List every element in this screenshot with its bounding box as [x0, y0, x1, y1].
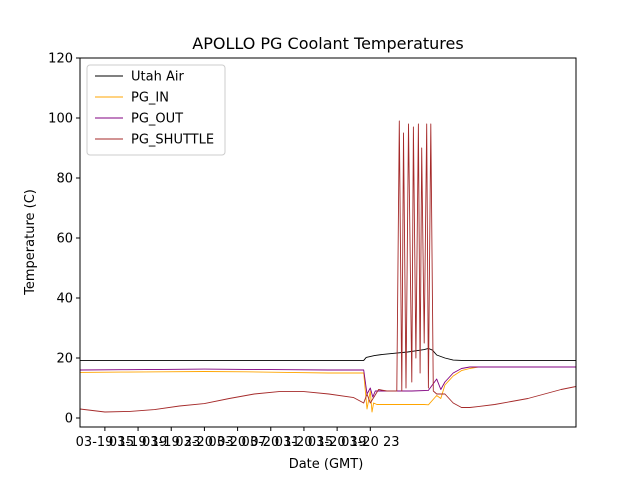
y-tick-label: 20	[56, 352, 73, 367]
y-tick-label: 40	[56, 292, 73, 307]
x-tick-label: 03-19 23	[142, 435, 200, 450]
y-axis: 0 20 40 60 80 100 120	[48, 52, 80, 427]
legend-box	[86, 64, 226, 156]
legend-label: PG_OUT	[131, 112, 183, 127]
x-tick-label: 03-20 19	[308, 435, 366, 450]
x-tick-label: 03-19 19	[109, 435, 167, 450]
y-tick-label: 60	[56, 232, 73, 247]
x-tick-label: 03-20 23	[341, 435, 399, 450]
legend: Utah Air PG_IN PG_OUT PG_SHUTTLE	[86, 64, 226, 156]
x-axis-label: Date (GMT)	[289, 457, 364, 472]
chart-title: APOLLO PG Coolant Temperatures	[192, 34, 463, 53]
y-axis-label: Temperature (C)	[23, 189, 38, 296]
legend-label: PG_IN	[131, 91, 169, 106]
plot-frame	[79, 57, 577, 428]
x-tick-label: 03-20 07	[208, 435, 266, 450]
legend-label: Utah Air	[131, 70, 184, 85]
x-tick-label: 03-20 15	[275, 435, 333, 450]
series-line-pg-shuttle	[80, 120, 576, 413]
x-tick-label: 03-19 15	[76, 435, 134, 450]
y-tick-label: 100	[48, 112, 73, 127]
x-tick-label: 03-20 03	[175, 435, 233, 450]
y-tick-label: 120	[48, 52, 73, 67]
legend-label: PG_SHUTTLE	[131, 133, 214, 148]
series-line-pg-in	[80, 366, 576, 413]
series-layer	[80, 120, 576, 413]
x-tick-label: 03-20 11	[242, 435, 300, 450]
y-tick-label: 0	[65, 412, 73, 427]
y-tick-label: 80	[56, 172, 73, 187]
